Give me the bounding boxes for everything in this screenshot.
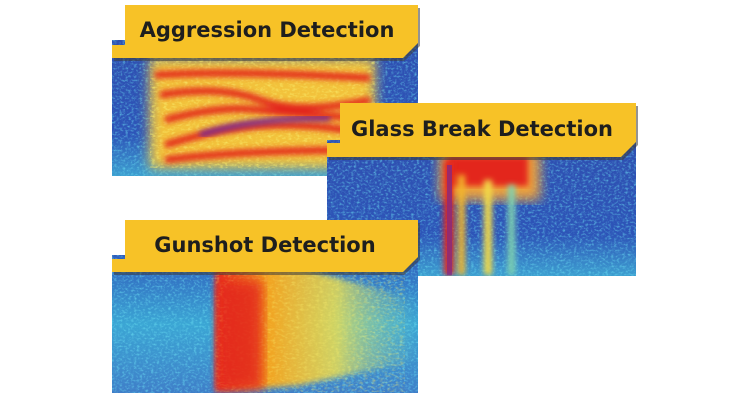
harmonics	[154, 69, 371, 164]
panel-label: Aggression Detection	[140, 18, 395, 42]
glass-banner: Glass Break Detection	[327, 103, 638, 160]
aggression-banner: Aggression Detection	[112, 5, 420, 61]
panel-label: Gunshot Detection	[154, 233, 375, 257]
banner	[327, 103, 636, 157]
gunshot-spectrogram	[112, 255, 418, 393]
gunshot-banner: Gunshot Detection	[112, 220, 420, 275]
impulse-core	[447, 165, 452, 275]
banner	[112, 5, 418, 58]
harmonic-peak	[199, 115, 331, 138]
energy-core	[218, 280, 263, 390]
banner	[112, 220, 418, 272]
glass-spectrogram	[327, 140, 636, 276]
panel-label: Glass Break Detection	[351, 117, 613, 141]
